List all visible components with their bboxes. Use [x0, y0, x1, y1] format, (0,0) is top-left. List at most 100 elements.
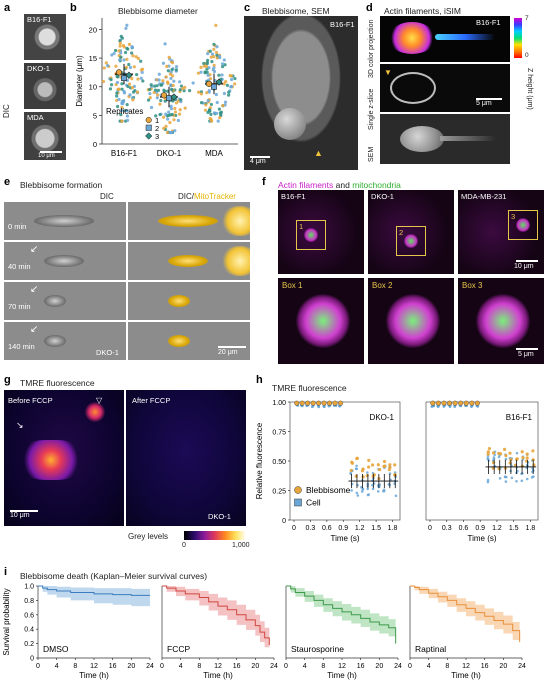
- survival-curve: [162, 585, 270, 646]
- cell-point: [317, 405, 321, 409]
- x-tick-label: 24: [270, 663, 278, 670]
- survival-curve: [410, 585, 521, 643]
- blebbisome-point: [520, 450, 524, 454]
- data-point: [156, 93, 160, 97]
- d-sem-image: [380, 114, 510, 164]
- time-label: 140 min: [8, 342, 35, 351]
- data-point: [212, 69, 217, 74]
- fluor-overview: B16-F1 1: [278, 190, 364, 274]
- data-point: [135, 90, 140, 94]
- mitotracker-frame: [128, 242, 250, 280]
- data-point: [208, 106, 212, 110]
- data-point: [212, 55, 216, 59]
- data-point: [120, 108, 124, 112]
- data-point: [155, 84, 159, 88]
- y-tick-label: 0: [282, 518, 286, 525]
- blebbisome-point: [487, 446, 492, 451]
- blebbisome-point: [531, 458, 535, 462]
- x-tick-label: 12: [90, 663, 98, 670]
- data-point: [171, 74, 175, 78]
- data-point: [127, 42, 131, 46]
- x-tick-label: 20: [127, 663, 135, 670]
- panel-f-title: Actin filaments and mitochondria: [278, 180, 401, 190]
- cell-point: [360, 490, 364, 493]
- panel-h-title: TMRE fluorescence: [272, 383, 347, 393]
- scale-bar: [250, 156, 270, 158]
- bleb-sphere: [274, 108, 306, 140]
- replicate-mean: [121, 75, 127, 82]
- data-point: [218, 116, 222, 120]
- tmre-bleb: [84, 402, 106, 422]
- data-point: [214, 92, 218, 97]
- data-point: [102, 66, 106, 70]
- blebbisome-point: [469, 400, 475, 406]
- panel-e-title: Blebbisome formation: [20, 180, 103, 190]
- legend-marker: [145, 124, 152, 131]
- row-label-3d: 3D color projection: [368, 19, 375, 78]
- data-point: [208, 49, 212, 53]
- x-tick-label: 12: [462, 663, 470, 670]
- cell-point: [366, 471, 369, 474]
- x-tick-label: 16: [109, 663, 117, 670]
- panel-label-e: e: [4, 176, 11, 188]
- y-tick-label: 0.25: [272, 489, 286, 496]
- colorbar-tick-top: 7: [525, 15, 529, 22]
- data-point: [222, 58, 226, 62]
- blebbisome-point: [497, 466, 501, 471]
- time-label: 70 min: [8, 302, 31, 311]
- legend-marker: [294, 498, 302, 507]
- data-point: [115, 80, 119, 85]
- x-tick-label: 0.9: [338, 525, 348, 532]
- data-point: [169, 76, 173, 81]
- data-point: [196, 90, 201, 94]
- x-tick-label: 24: [518, 663, 526, 670]
- data-point: [168, 120, 172, 125]
- scale-bar: [516, 260, 538, 262]
- data-point: [116, 87, 120, 91]
- data-point: [164, 112, 168, 116]
- data-point: [157, 72, 161, 76]
- mitotracker-frame: [128, 282, 250, 320]
- data-point: [164, 75, 168, 79]
- zoomed-cell: [386, 294, 440, 348]
- blebbisome-point: [498, 452, 503, 456]
- data-point: [221, 104, 225, 108]
- cell-body: [168, 255, 208, 267]
- plot-frame: [425, 401, 539, 521]
- blebbisome-point: [503, 447, 507, 451]
- data-point: [133, 88, 137, 93]
- data-point: [220, 62, 225, 66]
- panel-label-g: g: [4, 374, 11, 386]
- data-point: [126, 84, 130, 89]
- x-tick-label: 0.6: [459, 525, 469, 532]
- replicate-mean: [115, 69, 123, 76]
- y-tick-label: 0.50: [272, 459, 286, 466]
- x-tick-label: 0: [36, 663, 40, 670]
- data-point: [120, 119, 124, 123]
- blebbisome-point: [447, 400, 453, 406]
- data-point: [134, 55, 138, 59]
- data-point: [114, 64, 118, 68]
- cell-point: [376, 490, 380, 493]
- data-point: [140, 67, 145, 71]
- cell-outline: [390, 72, 436, 104]
- blebbisome-point: [294, 400, 300, 406]
- blebbisome-point: [474, 400, 480, 406]
- data-point: [148, 92, 152, 96]
- data-point: [210, 52, 215, 56]
- data-point: [217, 73, 221, 77]
- blebbisome-point: [321, 400, 327, 406]
- data-point: [215, 56, 219, 60]
- cell-point: [515, 451, 519, 455]
- x-tick-label: 8: [445, 663, 449, 670]
- blebbisome-point: [388, 465, 392, 469]
- data-point: [116, 104, 120, 109]
- x-tick-label: 12: [214, 663, 222, 670]
- data-point: [176, 118, 180, 123]
- data-point: [199, 92, 204, 96]
- cell-point: [497, 455, 501, 459]
- blebbisome-point: [382, 464, 386, 468]
- data-point: [209, 102, 213, 107]
- fluor-zoom: Box 2: [368, 278, 454, 364]
- x-tick-label: 4: [55, 663, 59, 670]
